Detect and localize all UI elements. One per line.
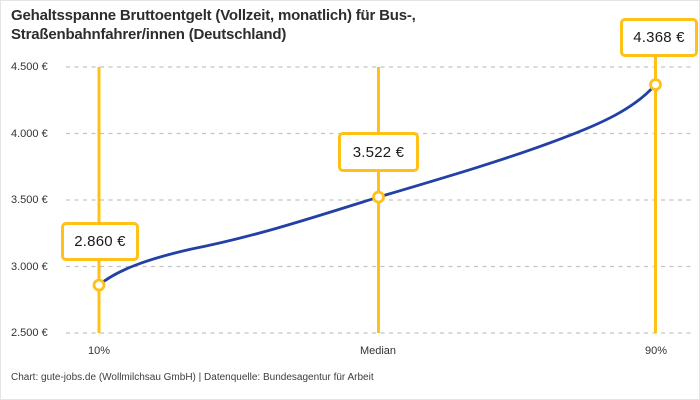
callout-10pct-value: 2.860 € [61,222,139,261]
chart-title-line1: Gehaltsspanne Bruttoentgelt (Vollzeit, m… [11,7,416,24]
x-tick-median: Median [359,345,397,357]
y-tick-3500: 3.500 € [11,194,48,206]
y-tick-3000: 3.000 € [11,260,48,273]
callout-median-value: 3.522 € [338,132,419,172]
y-tick-4500: 4.500 € [11,61,48,73]
y-tick-4000: 4.000 € [11,127,48,140]
chart-title-line2: Straßenbahnfahrer/innen (Deutschland) [11,26,287,43]
x-tick-90pct: 90% [644,345,668,357]
data-point-marker-10% [92,278,106,292]
data-point-marker-90% [649,78,662,91]
callout-90pct-value: 4.368 € [620,18,698,57]
attribution-footer: Chart: gute-jobs.de (Wollmilchsau GmbH) … [11,372,374,383]
data-point-marker-Median [372,190,385,204]
chart-title: Gehaltsspanne Bruttoentgelt (Vollzeit, m… [11,6,416,44]
y-tick-2500: 2.500 € [11,327,48,339]
x-tick-10pct: 10% [87,345,111,357]
